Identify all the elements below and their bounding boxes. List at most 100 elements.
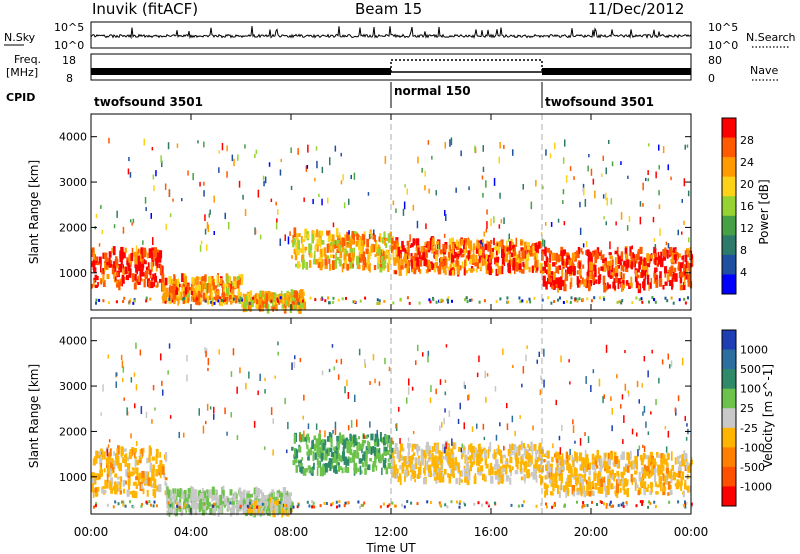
data-cell: [146, 254, 149, 259]
data-cell: [559, 447, 562, 455]
data-cell: [471, 254, 475, 264]
data-cell: [144, 270, 149, 280]
data-cell: [287, 421, 289, 430]
data-cell: [225, 287, 230, 296]
data-cell: [580, 248, 583, 253]
data-cell: [332, 296, 335, 300]
data-cell: [302, 415, 304, 420]
data-cell: [584, 432, 586, 437]
data-cell: [153, 500, 156, 504]
data-cell: [484, 258, 487, 266]
data-cell: [291, 446, 294, 451]
data-cell: [464, 298, 466, 302]
data-cell: [490, 218, 492, 227]
data-cell: [580, 486, 583, 496]
data-cell: [579, 283, 581, 288]
data-cell: [672, 301, 675, 305]
data-cell: [485, 180, 487, 188]
data-cell: [184, 296, 188, 304]
data-cell: [684, 453, 687, 459]
data-cell: [216, 295, 220, 300]
data-cell: [181, 286, 185, 294]
data-cell: [314, 251, 316, 260]
data-cell: [398, 450, 400, 455]
data-cell: [460, 453, 463, 460]
data-cell: [425, 250, 428, 258]
data-cell: [357, 264, 361, 270]
data-cell: [411, 263, 414, 269]
data-cell: [590, 266, 594, 271]
data-cell: [613, 473, 617, 479]
data-cell: [687, 296, 689, 300]
cpid-row: CPID twofsound 3501 normal 150 twofsound…: [6, 82, 654, 109]
data-cell: [655, 282, 658, 287]
data-cell: [529, 248, 533, 257]
data-cell: [524, 260, 529, 270]
data-cell: [685, 265, 688, 275]
data-cell: [440, 298, 443, 302]
data-cell: [509, 241, 512, 251]
data-cell: [292, 300, 294, 304]
data-cell: [583, 474, 586, 482]
data-cell: [607, 261, 611, 271]
data-cell: [374, 254, 377, 258]
noise-right-label: N.Search: [746, 31, 796, 44]
data-cell: [576, 270, 579, 275]
data-cell: [671, 451, 673, 461]
data-cell: [636, 484, 639, 489]
data-cell: [579, 438, 582, 446]
data-cell: [200, 240, 203, 245]
data-cell: [460, 447, 463, 453]
data-cell: [217, 508, 220, 517]
data-cell: [122, 366, 125, 373]
data-cell: [161, 466, 165, 475]
data-cell: [521, 257, 525, 261]
data-cell: [128, 452, 133, 460]
data-cell: [489, 469, 492, 476]
data-cell: [347, 467, 350, 473]
data-cell: [639, 246, 643, 254]
data-cell: [653, 473, 656, 483]
data-cell: [151, 147, 154, 151]
data-cell: [228, 221, 230, 230]
data-cell: [615, 276, 618, 283]
data-cell: [586, 249, 590, 257]
data-cell: [383, 232, 386, 238]
data-cell: [647, 370, 649, 378]
data-cell: [424, 458, 427, 468]
data-cell: [553, 300, 556, 303]
cpid-segment-1: twofsound 3501: [94, 95, 203, 109]
data-cell: [454, 442, 457, 450]
y-tick-label: 3000: [59, 176, 87, 189]
data-cell: [150, 503, 152, 507]
data-cell: [126, 407, 128, 416]
data-cell: [673, 254, 677, 261]
data-cell: [465, 296, 468, 300]
data-cell: [605, 503, 608, 507]
data-cell: [321, 439, 325, 443]
data-cell: [334, 469, 338, 474]
data-cell: [545, 464, 548, 471]
data-cell: [539, 262, 543, 271]
velocity-colorbar-label: Velocity [m s^-1]: [761, 364, 775, 468]
data-cell: [95, 450, 99, 458]
data-cell: [591, 274, 595, 278]
data-cell: [640, 460, 644, 466]
data-cell: [567, 455, 571, 461]
data-cell: [684, 500, 686, 504]
data-cell: [110, 482, 112, 490]
data-cell: [498, 449, 501, 453]
data-cell: [439, 503, 442, 507]
data-cell: [343, 439, 347, 449]
data-cell: [128, 254, 132, 263]
data-cell: [307, 423, 310, 430]
data-cell: [464, 384, 466, 389]
data-cell: [113, 461, 116, 469]
data-cell: [148, 454, 151, 463]
data-cell: [149, 269, 152, 276]
freq-right-top: 80: [708, 54, 722, 67]
data-cell: [456, 239, 459, 247]
data-cell: [146, 457, 149, 464]
data-cell: [629, 451, 632, 460]
